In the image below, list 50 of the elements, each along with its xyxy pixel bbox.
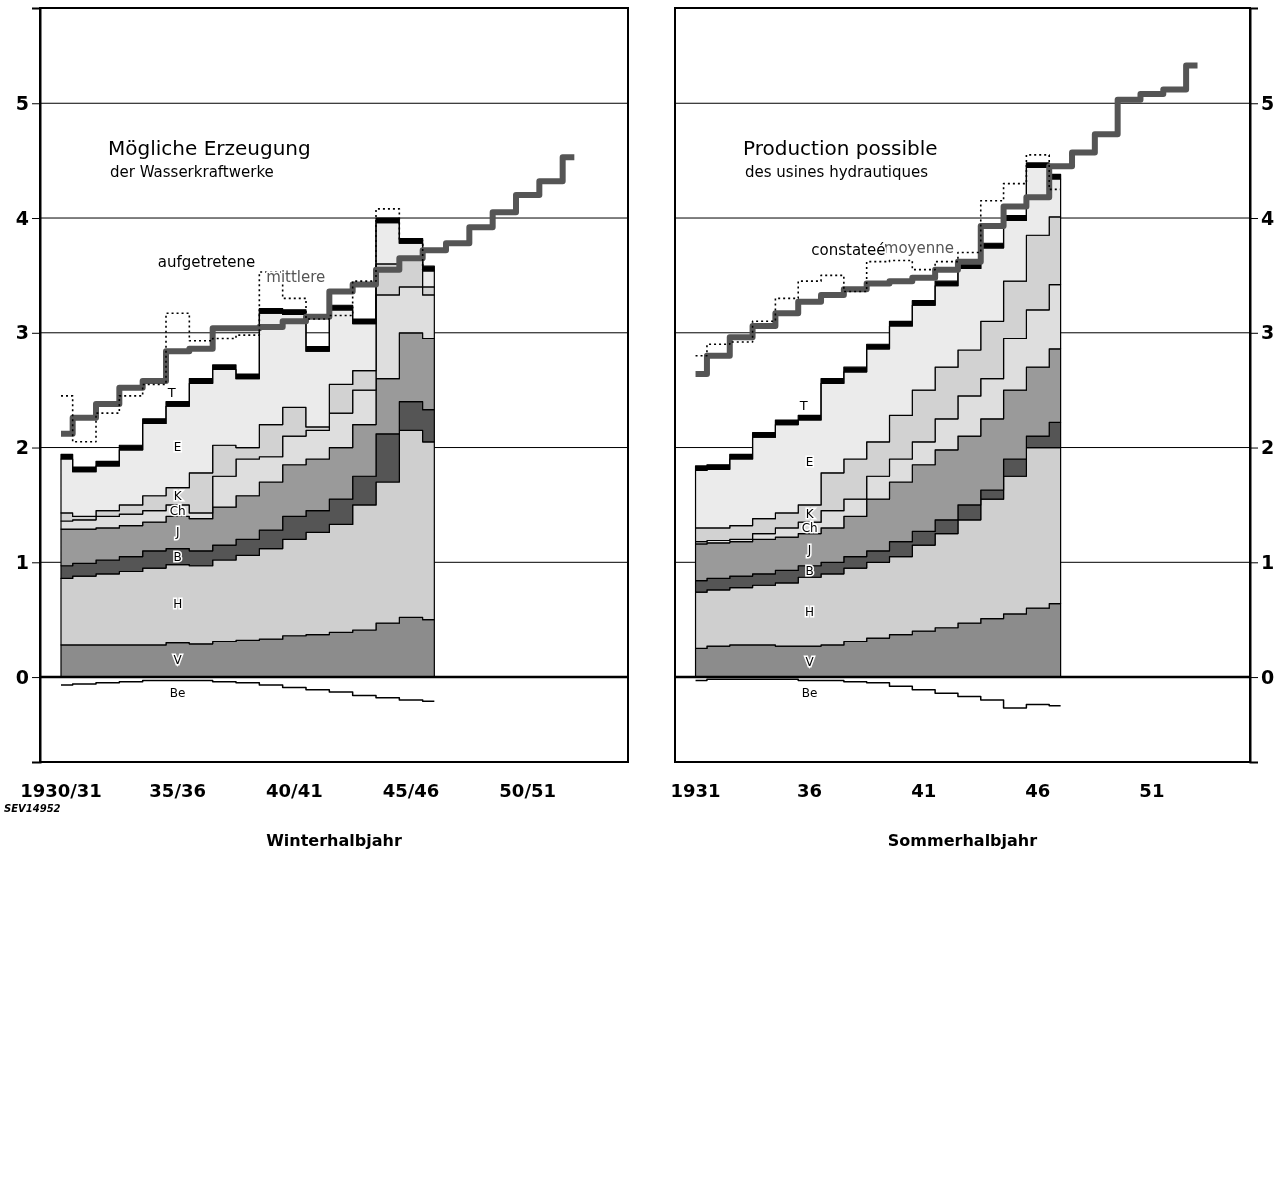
annotation: der Wasserkraftwerke [110, 162, 274, 181]
series-label: Be [169, 685, 186, 700]
series-label: B [805, 564, 814, 579]
y-tick-label: 1 [1261, 550, 1275, 573]
series-label: aufgetretene [157, 252, 256, 271]
series-label: Be [801, 685, 818, 700]
series-label: K [805, 506, 815, 521]
y-tick-label: 1 [15, 550, 29, 573]
x-tick-label: 51 [1139, 779, 1165, 801]
x-tick-label: 40/41 [266, 779, 323, 801]
y-tick-label: 4 [1261, 206, 1275, 229]
y-tick-label: 3 [1261, 321, 1275, 344]
x-tick-label: 50/51 [499, 779, 556, 801]
series-label: Ch [801, 520, 818, 535]
y-tick-label: 0 [1261, 665, 1275, 688]
series-label: mittlere [266, 268, 326, 287]
y-tick-label: 5 [1261, 91, 1275, 114]
x-tick-label: 35/36 [149, 779, 206, 801]
series-label: E [173, 439, 182, 454]
x-tick-label: 45/46 [382, 779, 440, 801]
series-label: Ch [169, 503, 186, 518]
y-tick-label: 3 [15, 321, 29, 344]
annotation: des usines hydrautiques [745, 162, 929, 181]
series-label: J [174, 525, 180, 540]
x-tick-label: 1930/31 [20, 779, 102, 801]
x-tick-label: 41 [911, 779, 937, 801]
series-label: H [173, 596, 183, 611]
y-tick-label: 4 [15, 206, 29, 229]
text: SEV14952 [4, 803, 61, 814]
series-label: T [798, 398, 808, 414]
series-label: V [805, 654, 815, 669]
series-label: constateé [811, 241, 886, 260]
series-label: E [805, 455, 814, 470]
x-axis-title: Winterhalbjahr [266, 831, 402, 850]
series-label: K [173, 489, 183, 504]
annotation: Mögliche Erzeugung [108, 135, 311, 160]
y-tick-label: 5 [15, 91, 29, 114]
y-tick-label: 0 [15, 665, 29, 688]
annotation: Production possible [743, 135, 938, 160]
x-tick-label: 36 [797, 779, 823, 801]
series-label: J [806, 542, 812, 557]
y-tick-label: 2 [15, 436, 29, 459]
series-label: V [173, 652, 183, 667]
series-label: T [166, 384, 176, 400]
series-label: B [173, 549, 182, 564]
x-tick-label: 46 [1025, 779, 1051, 801]
series-label: H [805, 604, 815, 619]
x-axis-title: Sommerhalbjahr [887, 831, 1038, 850]
y-tick-label: 2 [1261, 436, 1275, 459]
x-tick-label: 1931 [670, 779, 721, 801]
